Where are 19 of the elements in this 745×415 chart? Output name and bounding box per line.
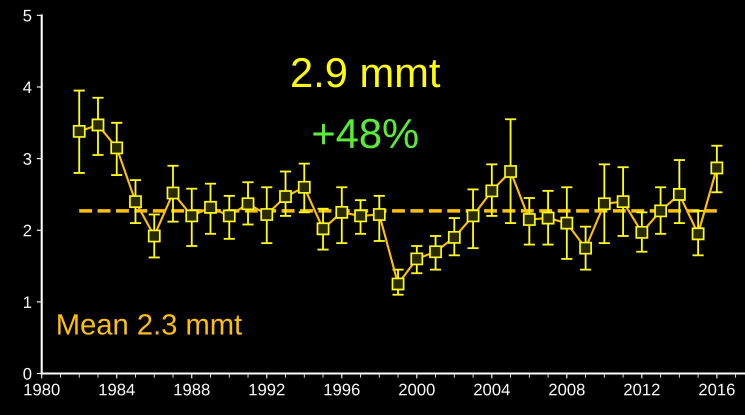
x-tick-label: 1992 (250, 384, 284, 396)
ref-line-label: Mean 2.3 mmt (58, 314, 242, 335)
y-tick-label: 3 (23, 153, 32, 165)
y-tick-label: 2 (24, 224, 32, 236)
x-tick-label: 2000 (399, 384, 435, 396)
x-tick-label: 2012 (624, 384, 660, 396)
x-tick-label: 1988 (174, 384, 210, 396)
x-tick-label: 2016 (699, 384, 735, 396)
y-tick-label: 0 (23, 368, 32, 380)
x-tick-label: 1984 (99, 384, 135, 396)
x-tick-label: 1996 (324, 384, 360, 396)
x-tick-label: 2008 (549, 384, 585, 396)
x-tick-label: 2004 (474, 384, 510, 396)
y-tick-label: 5 (23, 10, 32, 22)
y-tick-label: 1 (24, 296, 32, 308)
y-tick-label: 4 (23, 82, 32, 94)
annotation: 2.9 mmt (292, 58, 440, 88)
x-tick-label: 1980 (24, 384, 60, 396)
annotation: +48% (313, 118, 418, 148)
